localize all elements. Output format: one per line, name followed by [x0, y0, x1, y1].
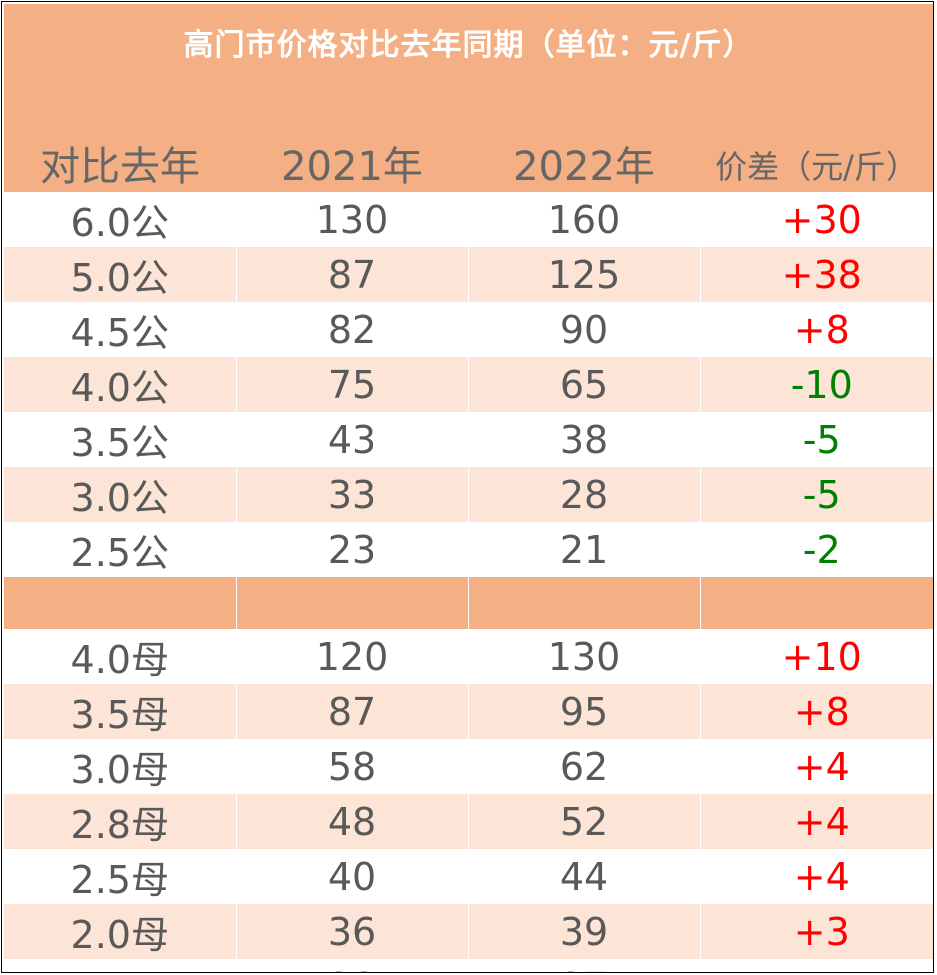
table-row: 4.5公 82 90 +8	[4, 302, 933, 357]
cell-spec: 6.0公	[4, 192, 237, 247]
cell-diff: +4	[700, 739, 933, 794]
cell-diff: +38	[700, 247, 933, 302]
cell-2022: 90	[468, 302, 701, 357]
cell-spec: 5.0公	[4, 247, 237, 302]
cell-2021: 120	[236, 629, 469, 684]
table-row: 2.0母 36 39 +3	[4, 904, 933, 959]
table-title: 高门市价格对比去年同期（单位：元/斤）	[183, 28, 754, 63]
cell-2022: 44	[468, 849, 701, 904]
cell-spec: 3.5母	[4, 684, 237, 739]
cell-diff: -2	[700, 522, 933, 577]
cell-spec: 2.8母	[4, 794, 237, 849]
cell-spec: 3.0公	[4, 467, 237, 522]
cell-2021: 40	[236, 849, 469, 904]
cell-diff: +8	[700, 302, 933, 357]
cell-2022: 27	[468, 959, 701, 972]
cell-diff: +4	[700, 794, 933, 849]
cell-diff: +3	[700, 904, 933, 959]
cell-2021: 23	[236, 522, 469, 577]
cell-spec: 2.5公	[4, 522, 237, 577]
cell-diff: +30	[700, 192, 933, 247]
cell-2022: 38	[468, 412, 701, 467]
table-row: 5.0公 87 125 +38	[4, 247, 933, 302]
cell-diff: +8	[700, 684, 933, 739]
cell-2021: 43	[236, 412, 469, 467]
cell-2021: 33	[236, 467, 469, 522]
cell-spec: 2.5母	[4, 849, 237, 904]
table-row: 3.5母 87 95 +8	[4, 684, 933, 739]
cell-2021: 36	[236, 904, 469, 959]
cell-2022: 28	[468, 467, 701, 522]
table-row: 3.5公 43 38 -5	[4, 412, 933, 467]
cell-2021: 28	[236, 959, 469, 972]
cell-2022: 62	[468, 739, 701, 794]
table-row: 4.0公 75 65 -10	[4, 357, 933, 412]
cell-diff: -5	[700, 467, 933, 522]
cell-diff: -5	[700, 412, 933, 467]
table-row: 3.0公 33 28 -5	[4, 467, 933, 522]
cell-spec: 3.5公	[4, 412, 237, 467]
col-header-diff: 价差（元/斤）	[715, 148, 918, 186]
table-row: 2.5母 40 44 +4	[4, 849, 933, 904]
cell-spec: 4.0母	[4, 629, 237, 684]
table-row: 3.0母 58 62 +4	[4, 739, 933, 794]
cell-2022: 130	[468, 629, 701, 684]
table-row: 6.0公 130 160 +30	[4, 192, 933, 247]
cell-spec: 4.5公	[4, 302, 237, 357]
cell-2021: 82	[236, 302, 469, 357]
cell-2022: 95	[468, 684, 701, 739]
cell-2022: 21	[468, 522, 701, 577]
cell-spec: 4.0公	[4, 357, 237, 412]
table-header: 高门市价格对比去年同期（单位：元/斤） 对比去年 2021年 2022年 价差（…	[4, 4, 933, 192]
cell-diff: +10	[700, 629, 933, 684]
cell-2022: 65	[468, 357, 701, 412]
cell-spec: 2.0母	[4, 904, 237, 959]
table-row: 2.5公 23 21 -2	[4, 522, 933, 577]
cell-2021: 58	[236, 739, 469, 794]
col-header-compare: 对比去年	[40, 144, 200, 190]
cell-diff: +4	[700, 849, 933, 904]
cell-spec: 3.0母	[4, 739, 237, 794]
cell-2021: 87	[236, 247, 469, 302]
price-grid: 6.0公 130 160 +30 5.0公 87 125 +38 4.5公 82 90 +8 4.0公 7…	[4, 192, 933, 972]
table-row: 4.0母 120 130 +10	[4, 629, 933, 684]
col-header-2022: 2022年	[513, 144, 655, 190]
separator-cell	[236, 577, 469, 629]
table-row: 1.5母2827-1	[4, 959, 933, 972]
cell-2021: 48	[236, 794, 469, 849]
table-row: 2.8母 48 52 +4	[4, 794, 933, 849]
cell-diff: -1	[700, 959, 933, 972]
col-header-2021: 2021年	[281, 144, 423, 190]
cell-2022: 125	[468, 247, 701, 302]
cell-2021: 75	[236, 357, 469, 412]
cell-2022: 160	[468, 192, 701, 247]
cell-2021: 87	[236, 684, 469, 739]
cell-2022: 39	[468, 904, 701, 959]
cell-diff: -10	[700, 357, 933, 412]
separator-cell	[4, 577, 237, 629]
cell-spec: 1.5母	[4, 959, 237, 972]
separator-cell	[700, 577, 933, 629]
section-separator-row	[4, 577, 933, 629]
cell-2021: 130	[236, 192, 469, 247]
cell-2022: 52	[468, 794, 701, 849]
separator-cell	[468, 577, 701, 629]
